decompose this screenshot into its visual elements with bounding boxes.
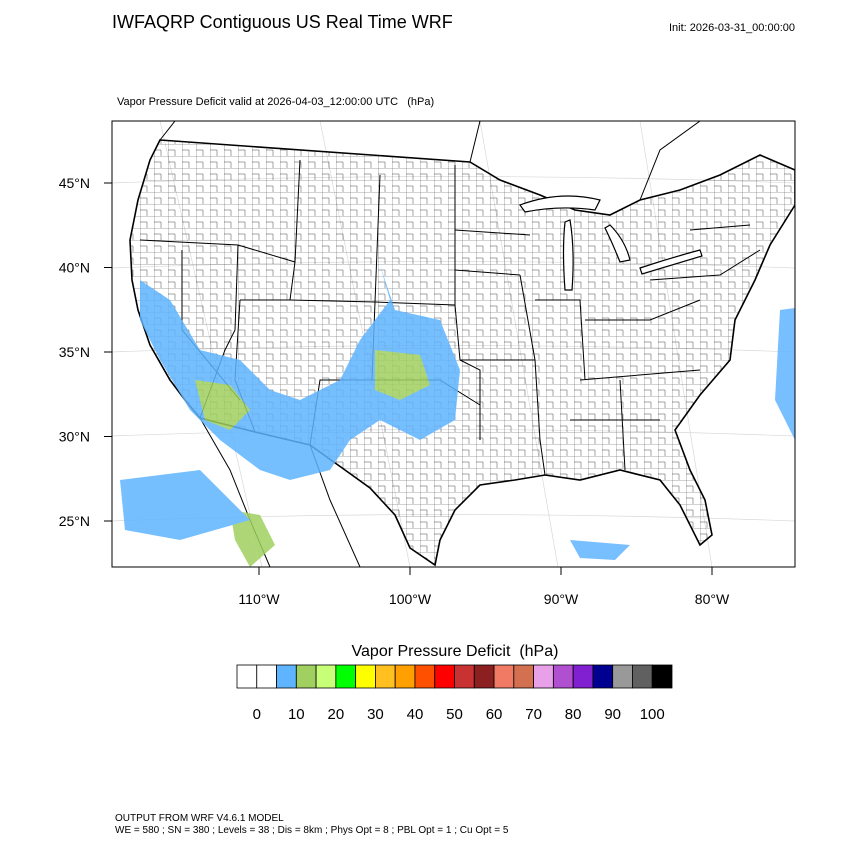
vpd-shading (120, 265, 795, 567)
map (112, 121, 795, 567)
colorbar-box (394, 664, 416, 689)
init-time: Init: 2026-03-31_00:00:00 (669, 22, 795, 34)
colorbar-box (355, 664, 376, 689)
colorbar-label: 20 (328, 706, 345, 723)
colorbar-box (454, 664, 475, 689)
map-frame (111, 120, 796, 568)
colorbar-box (295, 664, 317, 689)
colorbar-box (434, 664, 455, 689)
lat-label: 35°N (59, 344, 90, 360)
lon-label: 80°W (695, 591, 730, 607)
colorbar-label: 50 (446, 706, 463, 723)
lat-label: 45°N (59, 175, 90, 191)
colorbar-box (572, 664, 594, 689)
colorbar-box (315, 664, 337, 689)
colorbar-box (256, 664, 277, 689)
lat-label: 30°N (59, 429, 90, 445)
colorbar-box (493, 664, 515, 689)
subtitle: Vapor Pressure Deficit valid at 2026-04-… (117, 96, 434, 108)
lat-label: 40°N (59, 260, 90, 276)
colorbar-box (473, 664, 495, 689)
colorbar-box (375, 664, 396, 689)
lon-label: 100°W (389, 591, 432, 607)
colorbar-box (592, 664, 614, 689)
colorbar-box (612, 664, 633, 689)
colorbar-box (651, 664, 673, 689)
colorbar-label: 0 (253, 706, 261, 723)
colorbar-label: 60 (486, 706, 503, 723)
colorbar-box (414, 664, 436, 689)
colorbar-box (335, 664, 357, 689)
colorbar-label: 80 (565, 706, 582, 723)
colorbar-box (513, 664, 534, 689)
colorbar-label: 30 (367, 706, 384, 723)
lon-label: 110°W (238, 591, 280, 607)
colorbar-box (552, 664, 574, 689)
colorbar-label: 90 (604, 706, 621, 723)
colorbar-label: 10 (288, 706, 305, 723)
colorbar-box (236, 664, 258, 689)
colorbar-label: 40 (407, 706, 424, 723)
lat-label: 25°N (59, 513, 90, 529)
lon-label: 90°W (544, 591, 579, 607)
longitude-labels: 110°W 100°W 90°W 80°W (238, 567, 730, 607)
footer-line: WE = 580 ; SN = 380 ; Levels = 38 ; Dis … (115, 825, 509, 836)
title: IWFAQRP Contiguous US Real Time WRF (112, 12, 453, 32)
colorbar-box (276, 664, 297, 689)
latitude-labels: 45°N 40°N 35°N 30°N 25°N (59, 175, 112, 529)
colorbar: 0 10 20 30 40 50 60 70 80 90 100 (236, 664, 673, 723)
colorbar-box (632, 664, 653, 689)
footer-line: OUTPUT FROM WRF V4.6.1 MODEL (115, 813, 284, 824)
colorbar-label: 100 (640, 706, 665, 723)
colorbar-title: Vapor Pressure Deficit (hPa) (352, 643, 559, 660)
colorbar-box (533, 664, 554, 689)
colorbar-label: 70 (525, 706, 542, 723)
